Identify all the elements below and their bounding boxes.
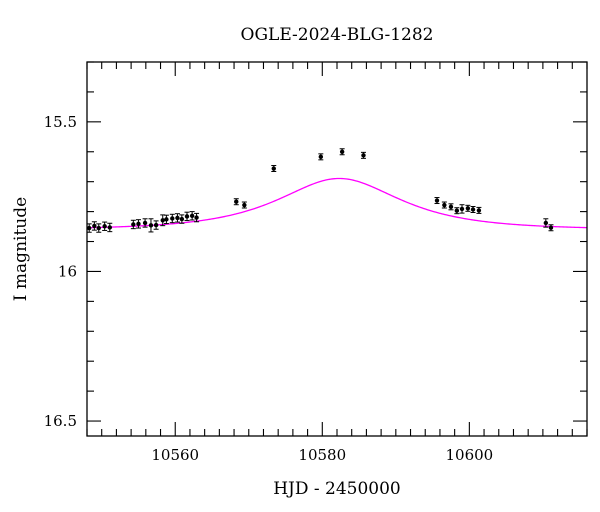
plot-frame (86, 61, 588, 437)
data-point (543, 218, 549, 228)
data-point (102, 221, 108, 231)
data-marker (318, 154, 324, 160)
data-point (360, 151, 366, 159)
data-marker (107, 225, 112, 230)
x-tick-label: 10600 (445, 446, 493, 464)
data-marker (361, 153, 366, 158)
data-marker (92, 223, 97, 229)
data-marker (470, 207, 476, 212)
data-point (107, 222, 113, 233)
data-point (434, 197, 440, 205)
data-point (160, 214, 166, 227)
data-point (189, 211, 195, 221)
data-marker (434, 198, 440, 203)
x-tick-label: 10560 (151, 446, 199, 464)
data-point (441, 201, 447, 209)
data-point (465, 204, 471, 212)
data-marker (271, 166, 276, 171)
data-point (174, 213, 180, 223)
data-marker (548, 225, 554, 230)
data-marker (442, 202, 447, 208)
data-marker (87, 225, 92, 231)
data-point (179, 214, 185, 224)
data-marker (142, 220, 148, 226)
data-point (233, 198, 239, 206)
data-point (548, 224, 554, 232)
data-point (459, 204, 465, 214)
data-point (91, 221, 97, 231)
data-point (142, 218, 148, 228)
data-point (454, 207, 460, 215)
data-marker (459, 206, 465, 212)
data-marker (454, 208, 460, 213)
data-marker (148, 223, 154, 228)
x-axis-label: HJD - 2450000 (273, 479, 401, 499)
data-marker (164, 217, 169, 222)
x-axis-tick-labels: 10560 10580 10600 (151, 446, 493, 464)
data-point (153, 220, 159, 230)
y-tick-label: 15.5 (44, 113, 77, 131)
y-tick-label: 16 (58, 262, 77, 280)
data-point (339, 148, 345, 156)
data-point (130, 219, 136, 230)
x-axis-ticks (86, 62, 588, 436)
y-axis-tick-labels: 15.5 16 16.5 (44, 113, 77, 430)
data-marker (448, 204, 454, 210)
data-point (135, 219, 141, 229)
data-marker (242, 202, 247, 208)
y-axis-ticks (87, 61, 587, 422)
data-point (148, 218, 154, 233)
data-marker (153, 222, 159, 228)
data-point (184, 211, 190, 222)
model-curve (86, 177, 588, 229)
data-point (169, 213, 175, 224)
data-marker (189, 213, 195, 218)
data-marker (175, 215, 180, 221)
y-tick-label: 16.5 (44, 412, 77, 430)
data-point (448, 203, 454, 211)
x-tick-label: 10580 (298, 446, 346, 464)
data-marker (184, 214, 190, 219)
data-marker (476, 208, 482, 213)
y-axis-label: I magnitude (11, 197, 31, 301)
data-marker (194, 215, 199, 220)
data-point (194, 212, 200, 223)
data-marker (179, 216, 185, 222)
data-marker (465, 206, 471, 211)
plot-area (86, 148, 588, 233)
data-point (470, 206, 476, 213)
data-point (318, 153, 324, 161)
data-marker (160, 218, 165, 223)
data-marker (136, 221, 141, 227)
data-point (476, 206, 482, 214)
data-point (96, 223, 102, 233)
data-marker (543, 220, 549, 226)
data-marker (170, 216, 175, 221)
data-point (271, 165, 277, 173)
data-point (163, 214, 169, 225)
data-marker (131, 222, 136, 227)
chart-title: OGLE-2024-BLG-1282 (241, 25, 434, 45)
data-point (241, 201, 247, 209)
data-marker (339, 149, 345, 154)
data-marker (96, 225, 101, 231)
data-marker (102, 224, 107, 229)
data-marker (234, 199, 239, 204)
